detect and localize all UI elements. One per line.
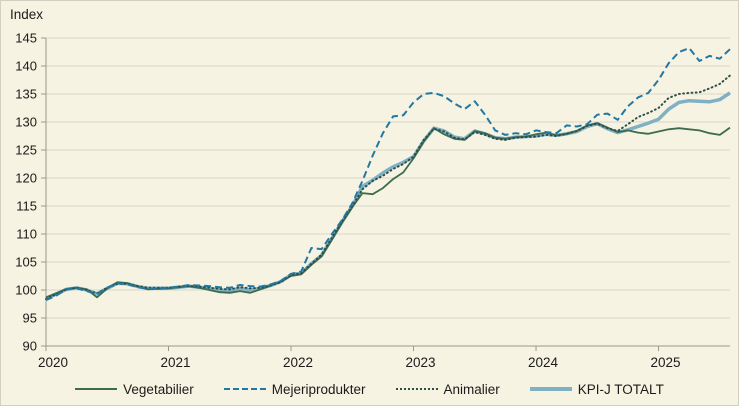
y-tick-label: 90 bbox=[23, 339, 37, 354]
series-line-vegetabilier bbox=[45, 122, 731, 299]
y-tick-label: 120 bbox=[15, 171, 37, 186]
legend-label-mejeriprodukter: Mejeriprodukter bbox=[271, 381, 366, 397]
legend-item-animalier: Animalier bbox=[395, 381, 500, 397]
x-tick-label: 2021 bbox=[160, 355, 190, 370]
y-tick-label: 100 bbox=[15, 283, 37, 298]
legend-label-animalier: Animalier bbox=[443, 381, 500, 397]
legend-line-mejeriprodukter-icon bbox=[223, 388, 266, 390]
x-tick-label: 2024 bbox=[528, 355, 559, 370]
y-tick-label: 115 bbox=[16, 199, 37, 214]
x-tick-label: 2020 bbox=[38, 355, 68, 370]
y-tick-label: 135 bbox=[15, 87, 37, 102]
legend-line-vegetabilier-icon bbox=[75, 388, 118, 390]
legend-item-kpi-j-totalt: KPI-J TOTALT bbox=[529, 381, 664, 397]
y-tick-label: 105 bbox=[15, 255, 37, 270]
legend-item-vegetabilier: Vegetabilier bbox=[75, 382, 194, 397]
legend-item-mejeriprodukter: Mejeriprodukter bbox=[223, 381, 366, 397]
x-tick-label: 2025 bbox=[651, 355, 681, 370]
legend-label-kpi-j-totalt: KPI-J TOTALT bbox=[577, 381, 664, 397]
x-tick-label: 2023 bbox=[405, 355, 435, 370]
y-tick-label: 125 bbox=[15, 143, 37, 158]
y-tick-label: 145 bbox=[15, 31, 37, 46]
series-line-mejeriprodukter bbox=[45, 47, 731, 302]
line-chart: 90 95 100 105 110 115 120 125 130 135 140 145 2020 20… bbox=[15, 31, 731, 370]
y-tick-label: 140 bbox=[15, 59, 37, 74]
legend-line-kpi-j-totalt-icon bbox=[529, 387, 572, 391]
legend-line-animalier-icon bbox=[395, 388, 438, 390]
y-axis-title: Index bbox=[10, 7, 44, 22]
legend-label-vegetabilier: Vegetabilier bbox=[123, 381, 194, 397]
chart-legend: Vegetabilier Mejeriprodukter Animalier K… bbox=[1, 378, 738, 400]
y-tick-label: 130 bbox=[15, 115, 37, 130]
y-tick-label: 95 bbox=[23, 311, 37, 326]
x-tick-label: 2022 bbox=[283, 355, 313, 370]
series-line-animalier bbox=[45, 74, 731, 300]
y-tick-label: 110 bbox=[16, 227, 37, 242]
